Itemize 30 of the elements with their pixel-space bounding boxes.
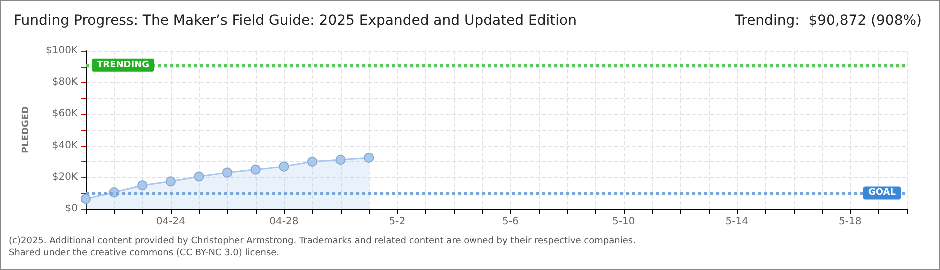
y-tick-label: $0	[65, 204, 78, 214]
point	[250, 164, 261, 175]
x-tick-label: 04-28	[270, 216, 299, 228]
y-tick-label: $100K	[46, 46, 78, 56]
chart-title: Funding Progress: The Maker’s Field Guide: 2025 Expanded and Updated Edition	[14, 13, 577, 29]
x-tick-label: 04-24	[156, 216, 186, 228]
point	[138, 180, 148, 191]
point	[166, 176, 176, 187]
text: Shared under the creative commons (CC BY-NC 3.0) license.	[9, 248, 280, 258]
point	[81, 194, 91, 204]
x-tick-label: 5-18	[839, 216, 862, 228]
ref-line-label: GOAL	[868, 188, 896, 198]
x-tick-label: 5-14	[726, 216, 748, 228]
y-axis-title: PLEDGED	[22, 106, 32, 154]
y-tick-label: $20K	[52, 172, 78, 183]
text: (c)2025. Additional content provided by Christopher Armstrong. Trademarks and related content are owned by their respective companies.	[9, 236, 636, 246]
point	[307, 156, 318, 167]
x-tick-label: 5-2	[389, 216, 406, 228]
point	[194, 172, 204, 182]
point	[364, 152, 374, 163]
point	[279, 162, 290, 172]
y-tick-label: $40K	[52, 140, 78, 152]
x-tick-label: 5-10	[612, 216, 636, 228]
x-tick-label: 5-6	[502, 216, 519, 228]
point	[336, 155, 346, 166]
point	[222, 168, 233, 178]
chart-subtitle: Trending: $90,872 (908%)	[734, 13, 922, 29]
y-tick-label: $80K	[52, 77, 78, 88]
ref-line-label: TRENDING	[97, 60, 150, 70]
y-tick-label: $60K	[52, 108, 78, 120]
